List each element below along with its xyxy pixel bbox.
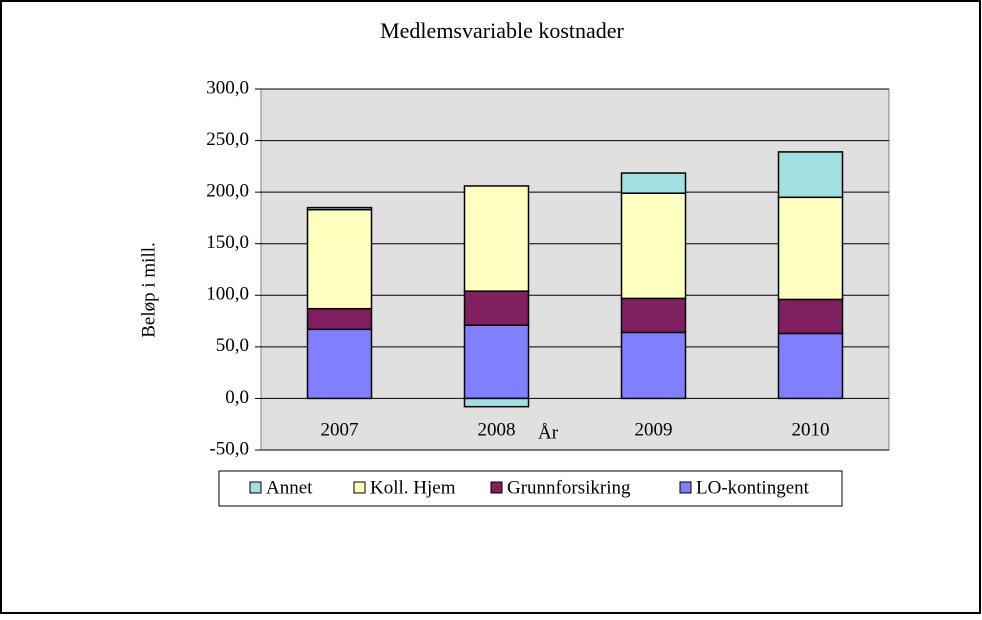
legend-label: Koll. Hjem	[370, 477, 456, 498]
bar-segment	[306, 206, 373, 211]
y-tick-label: 0,0	[225, 387, 249, 408]
legend-label: Annet	[266, 477, 313, 498]
x-tick-label: 2010	[792, 419, 830, 440]
bar-segment	[463, 290, 530, 326]
y-tick-label: 150,0	[206, 232, 249, 253]
legend-swatch	[679, 481, 692, 494]
legend	[218, 470, 843, 507]
chart-title: Medlemsvariable kostnader	[380, 18, 624, 43]
bar-segment	[306, 328, 373, 400]
bar-segment	[306, 307, 373, 331]
bar-segment	[777, 298, 844, 335]
bar-segment	[777, 151, 844, 199]
bar-segment	[777, 332, 844, 400]
bar-segment	[306, 208, 373, 310]
y-tick-label: 200,0	[206, 181, 249, 202]
bar-segment	[777, 196, 844, 301]
legend-swatch	[249, 481, 262, 494]
x-tick-label: 2008	[478, 419, 516, 440]
bar-segment	[620, 192, 687, 300]
bar-segment	[620, 331, 687, 400]
y-tick-label: -50,0	[209, 438, 249, 459]
legend-label: Grunnforsikring	[507, 477, 631, 498]
x-tick-label: 2007	[321, 419, 359, 440]
legend-label: LO-kontingent	[696, 477, 810, 498]
bar-segment	[463, 185, 530, 292]
legend-swatch	[353, 481, 366, 494]
y-tick-label: 100,0	[206, 284, 249, 305]
bar-segment	[620, 297, 687, 334]
legend-swatch	[490, 481, 503, 494]
x-axis-label: År	[538, 422, 559, 443]
y-tick-label: 250,0	[206, 129, 249, 150]
y-tick-label: 300,0	[206, 77, 249, 98]
bar-segment	[463, 324, 530, 400]
x-tick-label: 2009	[635, 419, 673, 440]
y-tick-label: 50,0	[216, 335, 249, 356]
bar-segment	[463, 397, 530, 408]
y-axis-label: Beløp i mill.	[138, 242, 159, 338]
bar-segment	[620, 172, 687, 194]
